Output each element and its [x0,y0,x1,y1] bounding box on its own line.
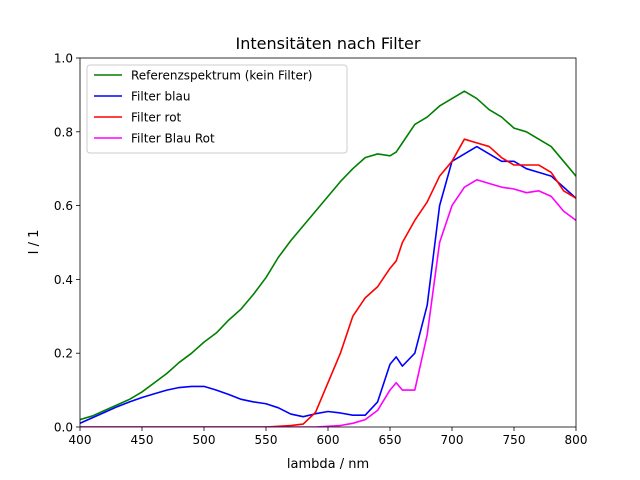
series-line-1 [80,145,576,425]
legend-label-2: Filter rot [131,111,182,125]
series-lines [80,90,576,427]
x-tick-label: 550 [255,433,278,447]
legend-label-0: Referenzspektrum (kein Filter) [131,69,312,83]
x-axis-label: lambda / nm [287,457,369,472]
legend: Referenzspektrum (kein Filter) Filter bla… [86,64,348,154]
x-tick-label: 500 [193,433,216,447]
y-tick-label: 0.6 [54,199,73,213]
y-axis-label: I / 1 [27,230,42,255]
x-tick-label: 400 [69,433,92,447]
series-line-3 [80,178,576,427]
x-tick-label: 700 [441,433,464,447]
plot-area: 400 450 500 550 600 650 700 750 800 0.0 0.2 0.4 0.6 0… [54,52,588,448]
chart-title: Intensitäten nach Filter [236,34,421,53]
legend-label-1: Filter blau [131,90,190,104]
series-line-2 [80,138,576,427]
x-tick-label: 600 [317,433,340,447]
x-tick-label: 800 [565,433,588,447]
y-tick-label: 1.0 [54,52,73,66]
y-tick-label: 0.4 [54,273,73,287]
y-tick-label: 0.2 [54,347,73,361]
x-tick-label: 450 [131,433,154,447]
y-tick-label: 0.8 [54,125,73,139]
series-line-0 [80,90,576,421]
y-tick-label: 0.0 [54,421,73,435]
legend-label-3: Filter Blau Rot [131,132,215,146]
legend-box [86,64,348,154]
x-tick-label: 650 [379,433,402,447]
x-tick-label: 750 [503,433,526,447]
